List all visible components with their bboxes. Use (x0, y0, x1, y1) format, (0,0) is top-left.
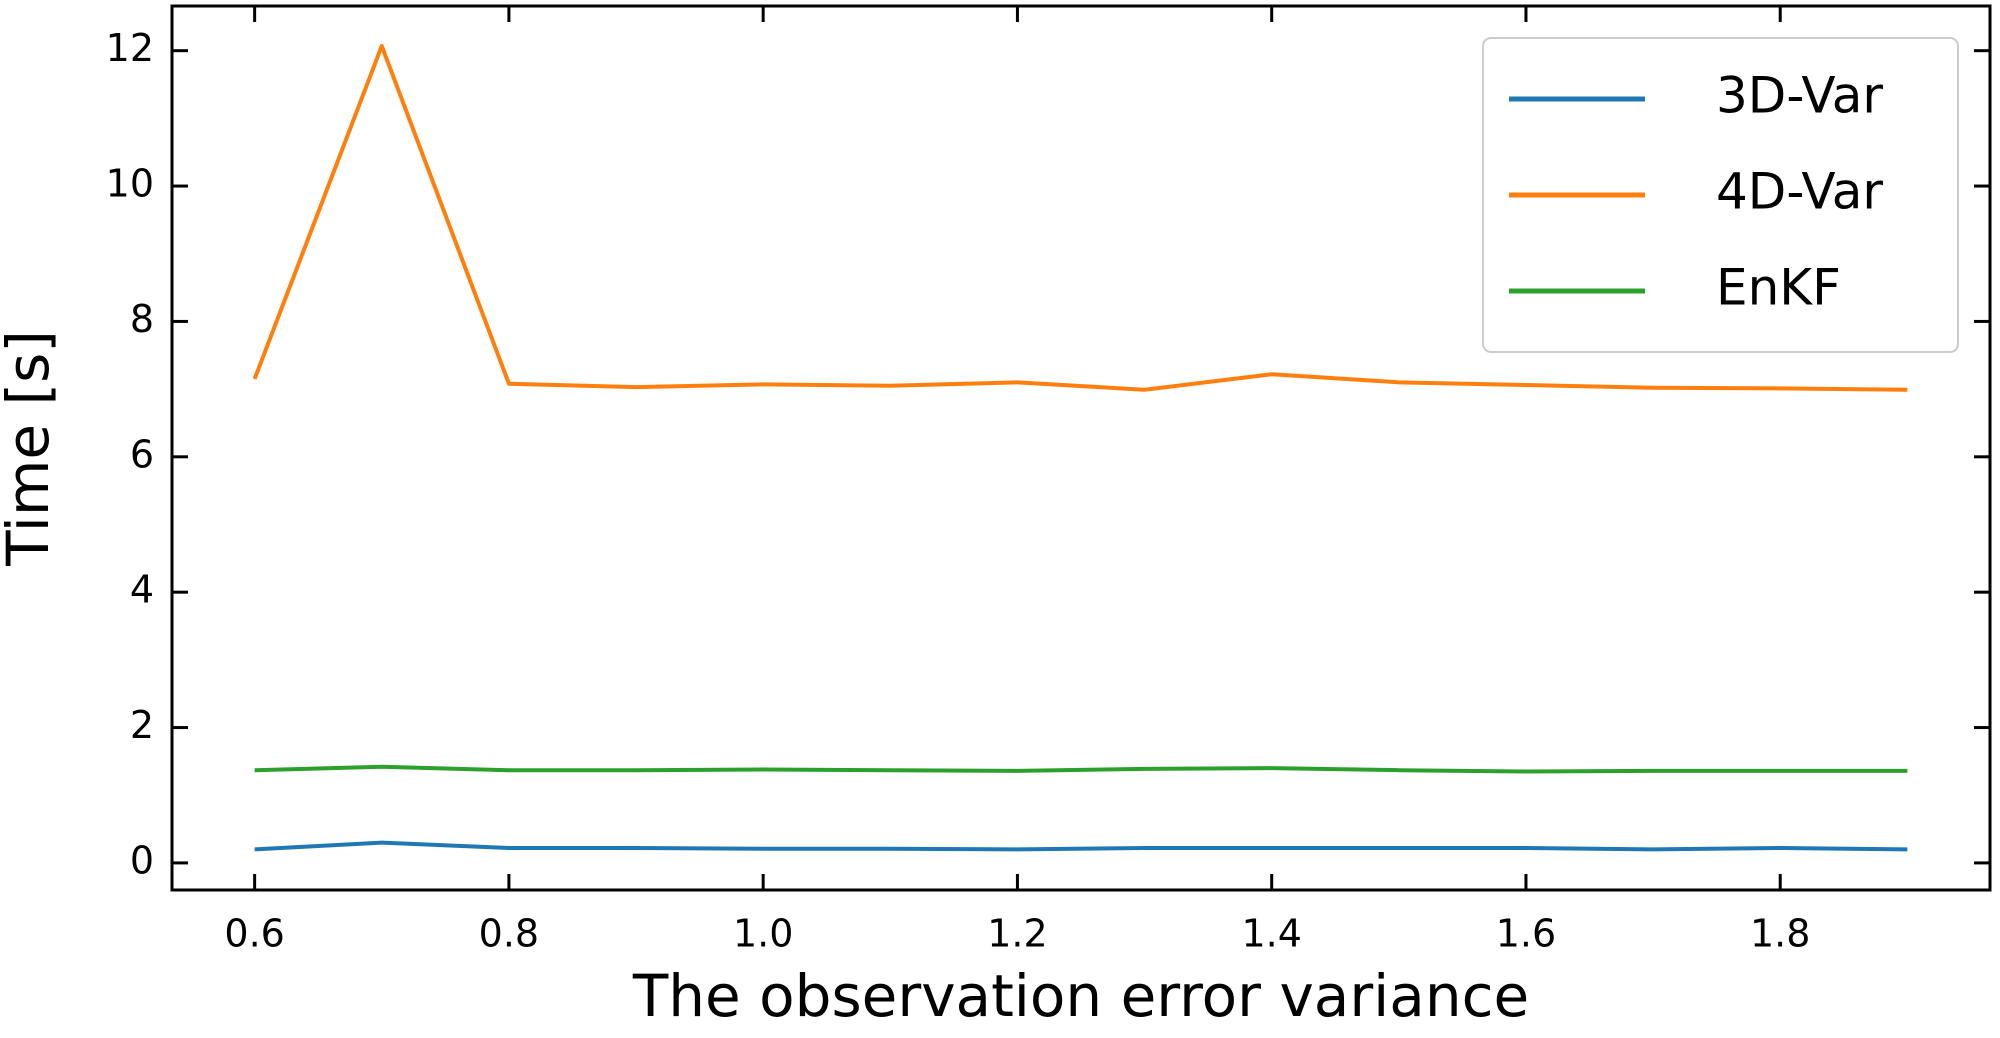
y-tick-label: 10 (106, 162, 154, 206)
y-axis-title: Time [s] (0, 330, 62, 567)
x-tick-label: 1.8 (1750, 912, 1810, 956)
x-tick-label: 0.6 (224, 912, 284, 956)
y-tick-label: 2 (130, 703, 154, 747)
legend: 3D-Var 4D-Var EnKF (1482, 37, 1959, 353)
y-tick-label: 12 (106, 26, 154, 70)
legend-label: 3D-Var (1716, 67, 1883, 125)
x-tick-label: 1.4 (1241, 912, 1301, 956)
line-series (254, 764, 1908, 774)
x-tick-label: 1.2 (987, 912, 1047, 956)
y-tick-label: 8 (130, 297, 154, 341)
legend-label: EnKF (1716, 259, 1841, 317)
x-axis-title: The observation error variance (632, 962, 1529, 1030)
plot-frame (170, 4, 1992, 892)
line-series (252, 43, 1908, 392)
x-tick-label: 0.8 (479, 912, 539, 956)
y-tick-label: 0 (130, 838, 154, 882)
y-tick-label: 4 (130, 568, 154, 612)
legend-box (1482, 37, 1959, 353)
x-tick-label: 1.0 (733, 912, 793, 956)
x-tick-label: 1.6 (1496, 912, 1556, 956)
legend-label: 4D-Var (1716, 163, 1883, 221)
line-series (254, 840, 1908, 852)
y-tick-label: 6 (130, 432, 154, 476)
